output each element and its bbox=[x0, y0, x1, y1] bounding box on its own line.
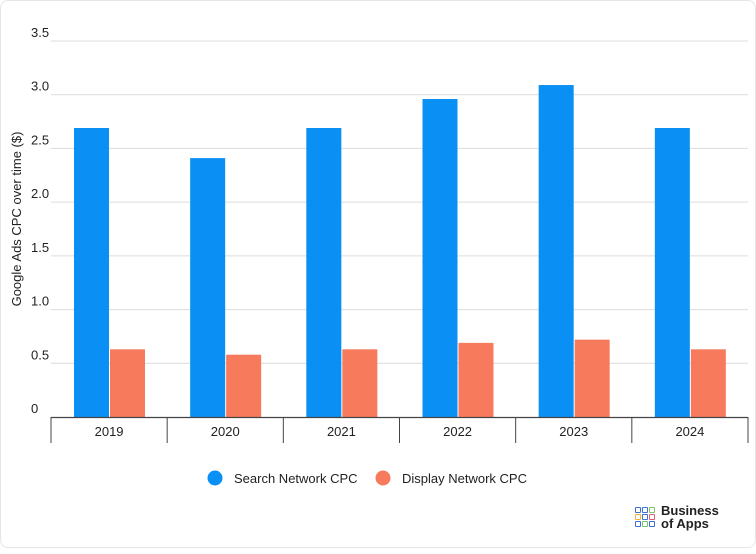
bar-search-network-cpc-2020 bbox=[190, 158, 226, 417]
logo-cell bbox=[649, 507, 655, 513]
bar-search-network-cpc-2024 bbox=[654, 128, 690, 417]
brand-line-1: Business bbox=[661, 503, 719, 518]
logo-cell bbox=[642, 514, 648, 520]
bar-display-network-cpc-2021 bbox=[342, 349, 378, 417]
bar-display-network-cpc-2023 bbox=[574, 339, 610, 417]
legend-swatch bbox=[375, 470, 391, 486]
business-of-apps-grid-icon bbox=[635, 507, 655, 527]
logo-cell bbox=[649, 521, 655, 527]
bar-display-network-cpc-2024 bbox=[690, 349, 726, 417]
x-tick-label: 2023 bbox=[559, 424, 588, 439]
bar-search-network-cpc-2022 bbox=[422, 99, 458, 418]
x-axis: 2019 2020 2021 2022 2023 2024 bbox=[50, 416, 749, 443]
y-tick-label: 2.5 bbox=[31, 132, 49, 147]
legend-swatch bbox=[207, 470, 223, 486]
legend: Search Network CPC Display Network CPC bbox=[207, 470, 527, 486]
bar-display-network-cpc-2019 bbox=[110, 349, 145, 417]
brand-logo: Business of Apps bbox=[635, 504, 719, 530]
bar-display-network-cpc-2020 bbox=[226, 354, 262, 417]
y-axis-ticks: 0 0.5 1.0 1.5 2.0 2.5 3.0 3.5 bbox=[31, 25, 49, 416]
brand-line-2: of Apps bbox=[661, 516, 709, 531]
gridlines bbox=[51, 40, 748, 364]
legend-label: Display Network CPC bbox=[402, 471, 527, 486]
logo-cell bbox=[642, 521, 648, 527]
x-tick-label: 2020 bbox=[211, 424, 240, 439]
logo-cell bbox=[635, 521, 641, 527]
y-tick-label: 1.5 bbox=[31, 240, 49, 255]
bar-search-network-cpc-2019 bbox=[74, 128, 109, 417]
logo-cell bbox=[635, 507, 641, 513]
bar-display-network-cpc-2022 bbox=[458, 342, 494, 417]
y-tick-label: 2.0 bbox=[31, 186, 49, 201]
brand-name: Business of Apps bbox=[661, 504, 719, 530]
y-tick-label: 0 bbox=[31, 401, 38, 416]
x-tick-label: 2019 bbox=[95, 424, 124, 439]
x-tick-label: 2021 bbox=[327, 424, 356, 439]
x-tick-label: 2022 bbox=[443, 424, 472, 439]
y-tick-label: 1.0 bbox=[31, 294, 49, 309]
bar-search-network-cpc-2023 bbox=[538, 85, 574, 417]
bars bbox=[74, 85, 726, 418]
y-tick-label: 3.0 bbox=[31, 79, 49, 94]
bar-search-network-cpc-2021 bbox=[306, 128, 342, 417]
y-tick-label: 0.5 bbox=[31, 347, 49, 362]
y-axis-label: Google Ads CPC over time ($) bbox=[9, 132, 24, 307]
logo-cell bbox=[642, 507, 648, 513]
logo-cell bbox=[649, 514, 655, 520]
legend-label: Search Network CPC bbox=[234, 471, 358, 486]
logo-cell bbox=[635, 514, 641, 520]
x-tick-label: 2024 bbox=[675, 424, 704, 439]
y-tick-label: 3.5 bbox=[31, 25, 49, 40]
